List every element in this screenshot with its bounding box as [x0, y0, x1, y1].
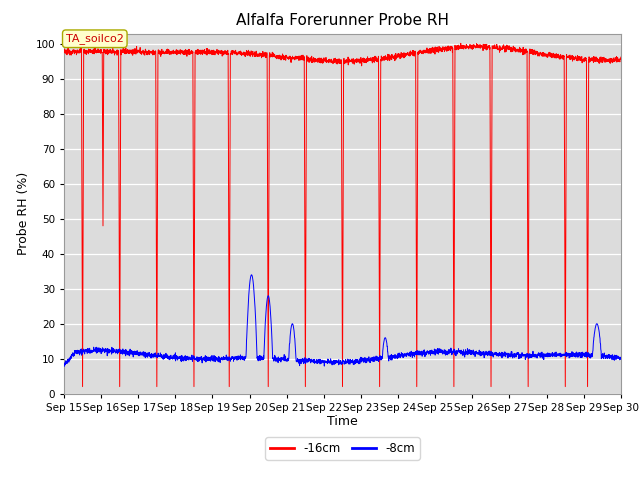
Text: TA_soilco2: TA_soilco2 — [66, 33, 124, 44]
Legend: -16cm, -8cm: -16cm, -8cm — [266, 437, 419, 460]
Title: Alfalfa Forerunner Probe RH: Alfalfa Forerunner Probe RH — [236, 13, 449, 28]
X-axis label: Time: Time — [327, 415, 358, 429]
Y-axis label: Probe RH (%): Probe RH (%) — [17, 172, 30, 255]
